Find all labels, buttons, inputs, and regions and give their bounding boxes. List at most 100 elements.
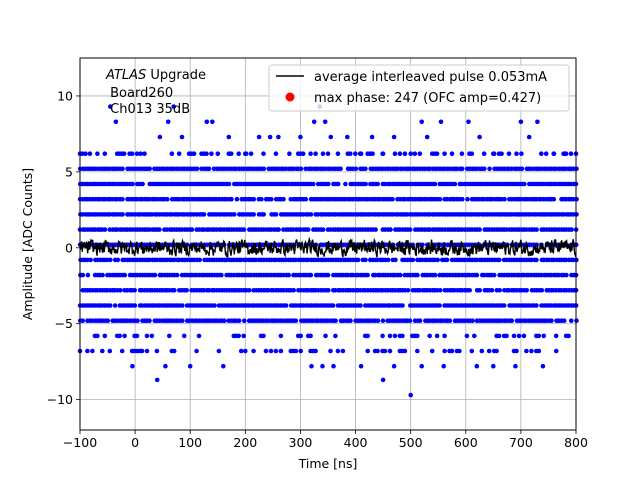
data-point	[328, 134, 334, 140]
data-point	[273, 348, 279, 354]
data-point	[519, 151, 524, 156]
data-point	[130, 181, 135, 187]
data-point	[419, 363, 425, 369]
data-point	[521, 333, 527, 339]
data-point	[491, 151, 496, 156]
data-point	[243, 348, 248, 354]
data-point	[442, 151, 447, 156]
data-point	[135, 318, 140, 324]
data-point	[435, 257, 441, 263]
data-point	[256, 134, 262, 140]
data-point	[452, 181, 458, 187]
data-point	[553, 333, 559, 339]
data-point	[477, 288, 483, 293]
data-point	[263, 348, 269, 354]
data-point	[181, 333, 187, 339]
data-point	[331, 363, 336, 369]
y-tick-label: 0	[65, 240, 73, 255]
data-point	[568, 166, 573, 172]
data-point	[283, 303, 289, 308]
data-point	[85, 272, 91, 278]
data-point	[380, 377, 386, 383]
data-point	[261, 151, 266, 156]
data-point	[486, 348, 492, 354]
plot-frame	[79, 57, 577, 431]
data-point	[402, 151, 408, 156]
data-point	[251, 196, 257, 202]
data-point	[398, 272, 403, 278]
data-point	[113, 119, 119, 125]
data-point	[412, 151, 418, 156]
data-point	[506, 151, 512, 156]
data-point	[415, 348, 420, 354]
data-point	[408, 151, 414, 156]
y-tick-label: −5	[55, 316, 73, 331]
data-point	[469, 348, 475, 354]
data-point	[187, 363, 193, 369]
data-point	[261, 333, 266, 339]
data-point	[243, 151, 248, 156]
data-point	[419, 119, 425, 125]
data-point	[553, 348, 559, 354]
data-point	[298, 348, 304, 354]
data-point	[417, 318, 423, 324]
data-point	[191, 151, 197, 156]
data-point	[408, 392, 414, 398]
data-point	[410, 257, 416, 263]
data-point	[176, 151, 182, 156]
data-point	[561, 318, 567, 324]
x-tick-label: 600	[454, 435, 478, 450]
data-point	[206, 166, 212, 172]
data-point	[393, 257, 398, 263]
data-point	[514, 151, 519, 156]
x-tick-label: 0	[131, 435, 139, 450]
data-point	[102, 227, 108, 232]
x-tick-label: 200	[233, 435, 257, 450]
data-point	[370, 151, 375, 156]
average-pulse-line	[79, 236, 577, 259]
data-point	[144, 348, 150, 354]
data-point	[154, 348, 160, 354]
legend-dot-swatch	[285, 92, 295, 102]
data-point	[504, 333, 509, 339]
data-point	[129, 151, 135, 156]
data-point	[427, 333, 433, 339]
data-point	[120, 196, 125, 202]
data-point	[293, 348, 299, 354]
data-point	[87, 151, 93, 156]
data-point	[251, 212, 256, 217]
data-point	[524, 348, 529, 354]
data-point	[363, 257, 368, 263]
data-point	[449, 151, 455, 156]
data-point	[219, 272, 224, 278]
data-point	[100, 272, 105, 278]
data-point	[392, 151, 398, 156]
data-point	[291, 288, 297, 293]
data-point	[340, 348, 346, 354]
data-point	[348, 151, 353, 156]
data-point	[157, 227, 162, 232]
data-point	[326, 288, 331, 293]
data-point	[107, 348, 113, 354]
data-point	[298, 134, 303, 140]
data-point	[119, 348, 125, 354]
data-point	[236, 151, 241, 156]
data-point	[132, 303, 138, 308]
x-tick-label: 400	[344, 435, 368, 450]
data-point	[459, 166, 465, 172]
data-point	[434, 333, 440, 339]
data-point	[238, 348, 244, 354]
data-point	[154, 377, 160, 383]
data-point	[216, 348, 222, 354]
data-point	[212, 303, 217, 308]
data-point	[138, 151, 143, 156]
data-point	[152, 272, 158, 278]
data-point	[541, 333, 547, 339]
data-point	[144, 333, 150, 339]
x-tick-label: 500	[399, 435, 423, 450]
data-point	[226, 181, 232, 187]
data-point	[323, 333, 328, 339]
legend: average interleaved pulse 0.053mA max ph…	[268, 64, 570, 112]
data-point	[204, 151, 209, 156]
data-point	[402, 348, 408, 354]
